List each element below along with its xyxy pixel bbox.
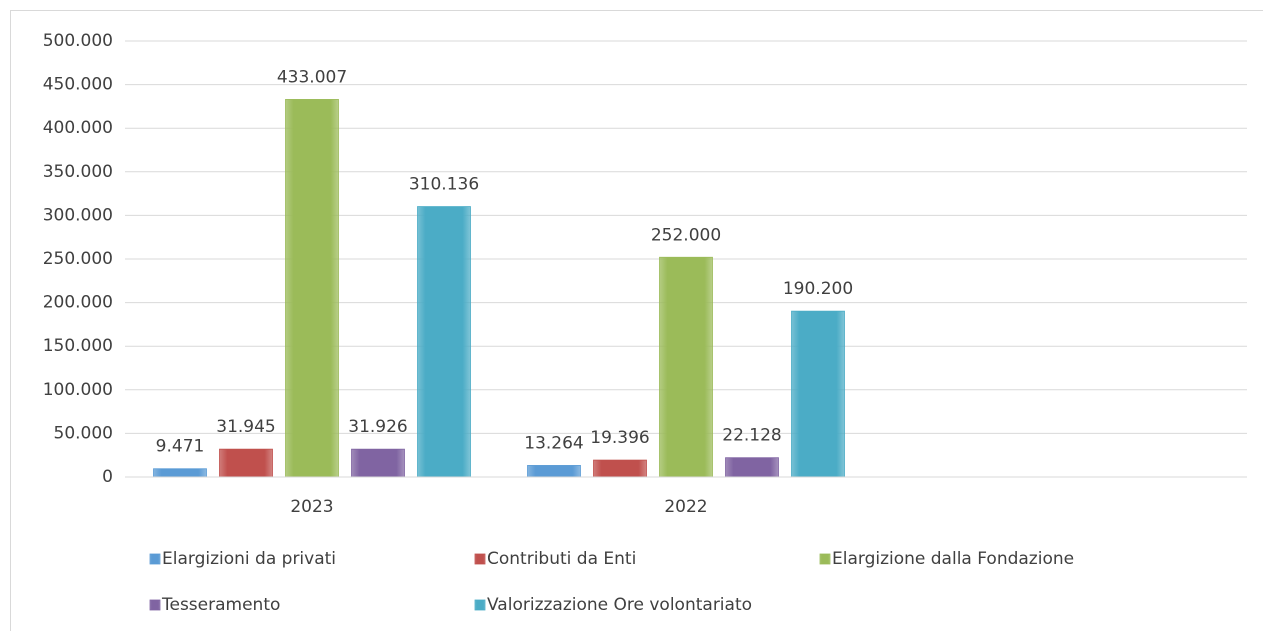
y-tick-label: 500.000 <box>43 31 113 51</box>
data-label: 19.396 <box>590 428 649 448</box>
y-tick-label: 200.000 <box>43 293 113 313</box>
y-tick-label: 0 <box>102 467 113 487</box>
bar <box>220 449 273 477</box>
data-label: 190.200 <box>783 279 853 299</box>
y-tick-label: 450.000 <box>43 75 113 95</box>
bar <box>352 449 405 477</box>
bar <box>286 99 339 477</box>
y-tick-label: 150.000 <box>43 336 113 356</box>
y-tick-label: 250.000 <box>43 249 113 269</box>
bar <box>594 460 647 477</box>
legend-swatch <box>820 554 830 564</box>
legend-label: Elargizioni da privati <box>162 549 336 569</box>
x-tick-label: 2022 <box>664 497 707 517</box>
bar <box>792 311 845 477</box>
y-tick-label: 100.000 <box>43 380 113 400</box>
legend-label: Valorizzazione Ore volontariato <box>487 595 752 615</box>
data-label: 310.136 <box>409 175 479 195</box>
bar <box>528 465 581 477</box>
y-tick-label: 300.000 <box>43 205 113 225</box>
legend-label: Elargizione dalla Fondazione <box>832 549 1074 569</box>
bar <box>726 458 779 477</box>
bar <box>154 469 207 477</box>
data-label: 31.945 <box>216 417 275 437</box>
data-label: 9.471 <box>156 437 205 457</box>
chart-border <box>11 11 1263 632</box>
bar <box>660 257 713 477</box>
legend-swatch <box>150 554 160 564</box>
legend-swatch <box>475 600 485 610</box>
legend-swatch <box>150 600 160 610</box>
data-label: 13.264 <box>524 433 583 453</box>
legend-swatch <box>475 554 485 564</box>
y-tick-label: 400.000 <box>43 118 113 138</box>
legend-label: Tesseramento <box>161 595 280 615</box>
legend-label: Contributi da Enti <box>487 549 636 569</box>
y-tick-label: 50.000 <box>54 423 113 443</box>
data-label: 433.007 <box>277 67 347 87</box>
y-tick-label: 350.000 <box>43 162 113 182</box>
data-label: 31.926 <box>348 417 407 437</box>
x-tick-label: 2023 <box>290 497 333 517</box>
data-label: 252.000 <box>651 225 721 245</box>
data-label: 22.128 <box>722 426 781 446</box>
bar <box>418 207 471 477</box>
